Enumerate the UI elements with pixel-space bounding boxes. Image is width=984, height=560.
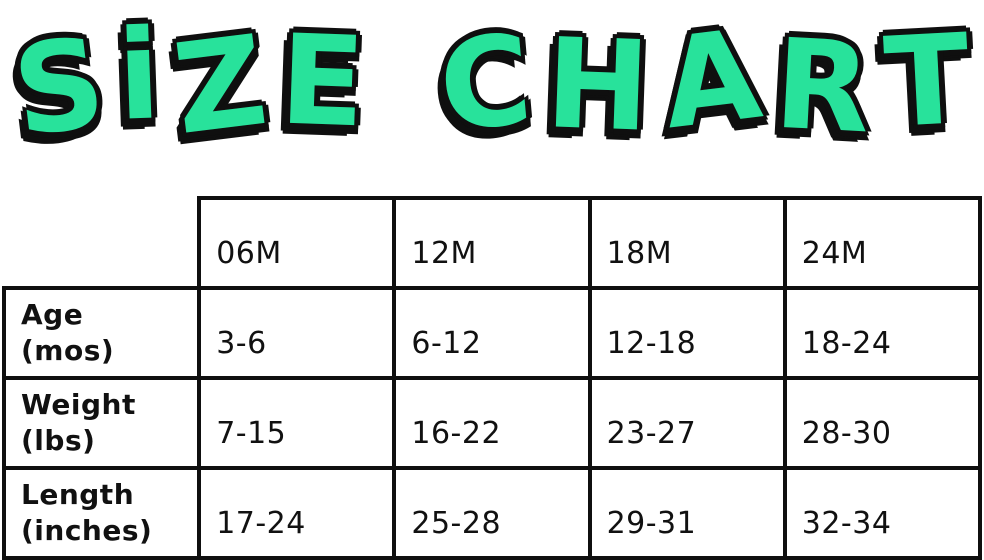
table-cell: 3-6	[197, 286, 397, 380]
title-letter: T	[881, 7, 974, 157]
row-label-length: Length (inches)	[1, 466, 202, 560]
row-label-line: (mos)	[21, 334, 115, 367]
title-letter: C	[434, 8, 538, 160]
table-cell: 16-22	[392, 376, 592, 470]
table-cell: 7-15	[197, 376, 397, 470]
row-label-line: (lbs)	[21, 424, 96, 457]
table-cell: 28-30	[782, 376, 983, 470]
table-cell: 6-12	[392, 286, 592, 380]
table-row-length: Length (inches) 17-24 25-28 29-31 32-34	[1, 466, 983, 560]
row-label-line: (inches)	[21, 514, 153, 547]
row-label-weight: Weight (lbs)	[1, 376, 202, 470]
title-letter: S	[6, 11, 113, 165]
column-header-12m: 12M	[392, 196, 592, 290]
table-row-weight: Weight (lbs) 7-15 16-22 23-27 28-30	[1, 376, 983, 470]
title-letter: A	[655, 2, 769, 158]
title-letter: Z	[167, 9, 274, 163]
row-label-line: Age	[21, 297, 84, 331]
table-header-row: 06M 12M 18M 24M	[4, 196, 983, 290]
title-letter: E	[277, 8, 368, 156]
table-cell: 29-31	[587, 466, 787, 560]
size-table: 06M 12M 18M 24M Age (mos) 3-6 6-12 12-18…	[1, 196, 983, 560]
row-label-line: Weight	[21, 387, 136, 421]
column-header-18m: 18M	[587, 196, 787, 290]
table-cell: 32-34	[782, 466, 983, 560]
title-letter: R	[771, 12, 875, 162]
table-cell: 23-27	[587, 376, 787, 470]
table-cell: 25-28	[392, 466, 592, 560]
column-header-06m: 06M	[197, 196, 397, 290]
column-header-24m: 24M	[782, 196, 983, 290]
title-letter: i	[115, 3, 163, 149]
table-cell: 17-24	[197, 466, 397, 560]
row-label-age: Age (mos)	[1, 286, 202, 380]
title-letter: H	[543, 12, 653, 160]
corner-cell	[4, 198, 199, 288]
row-label-line: Length	[21, 477, 135, 511]
table-cell: 12-18	[587, 286, 787, 380]
table-cell: 18-24	[782, 286, 983, 380]
table-row-age: Age (mos) 3-6 6-12 12-18 18-24	[1, 286, 983, 380]
